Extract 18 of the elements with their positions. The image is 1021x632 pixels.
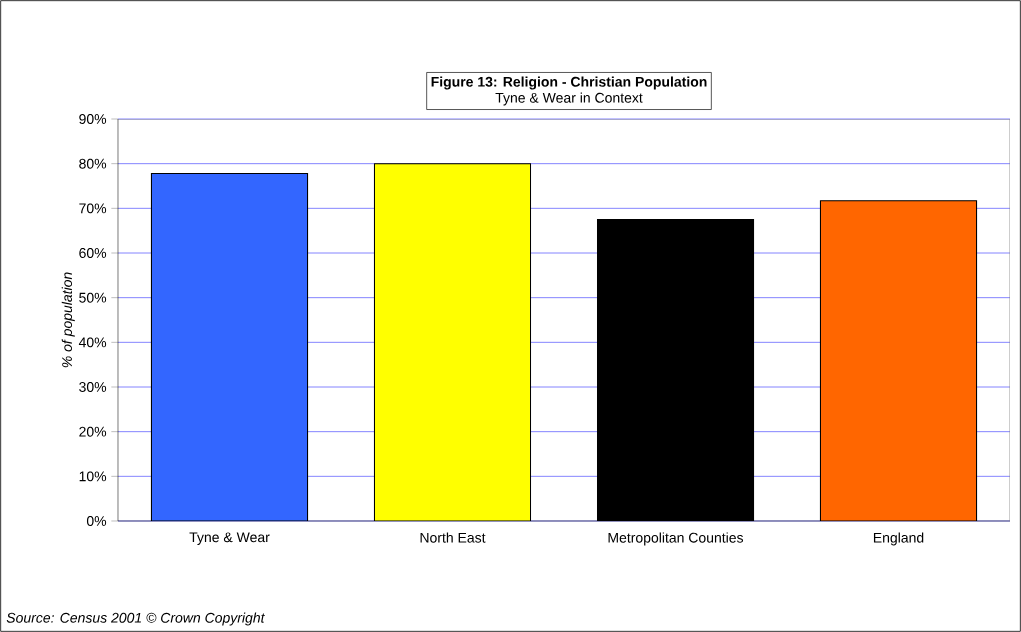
y-tick-label: 70% (79, 203, 107, 214)
y-tick-label: 60% (79, 248, 107, 258)
y-tick-label: 40% (78, 337, 107, 348)
chart-subtitle: Tyne & Wear in Context (495, 92, 643, 106)
y-axis-title: % of population (61, 272, 75, 368)
source-note: Source: Census 2001 © Crown Copyright (6, 612, 265, 626)
y-tick-label: 20% (79, 426, 107, 437)
y-tick-label: 0% (86, 516, 107, 526)
y-tick-label: 80% (79, 158, 107, 169)
x-tick-label: North East (420, 532, 486, 543)
y-tick-label: 30% (79, 382, 107, 392)
y-tick-label: 90% (79, 114, 107, 124)
x-tick-label: Tyne & Wear (189, 532, 270, 545)
y-tick-label: 10% (79, 471, 107, 482)
y-tick-label: 50% (79, 292, 107, 303)
chart-title: Figure 13: Religion - Christian Population (431, 76, 707, 90)
x-tick-label: England (873, 532, 924, 546)
x-tick-label: Metropolitan Counties (608, 532, 744, 546)
